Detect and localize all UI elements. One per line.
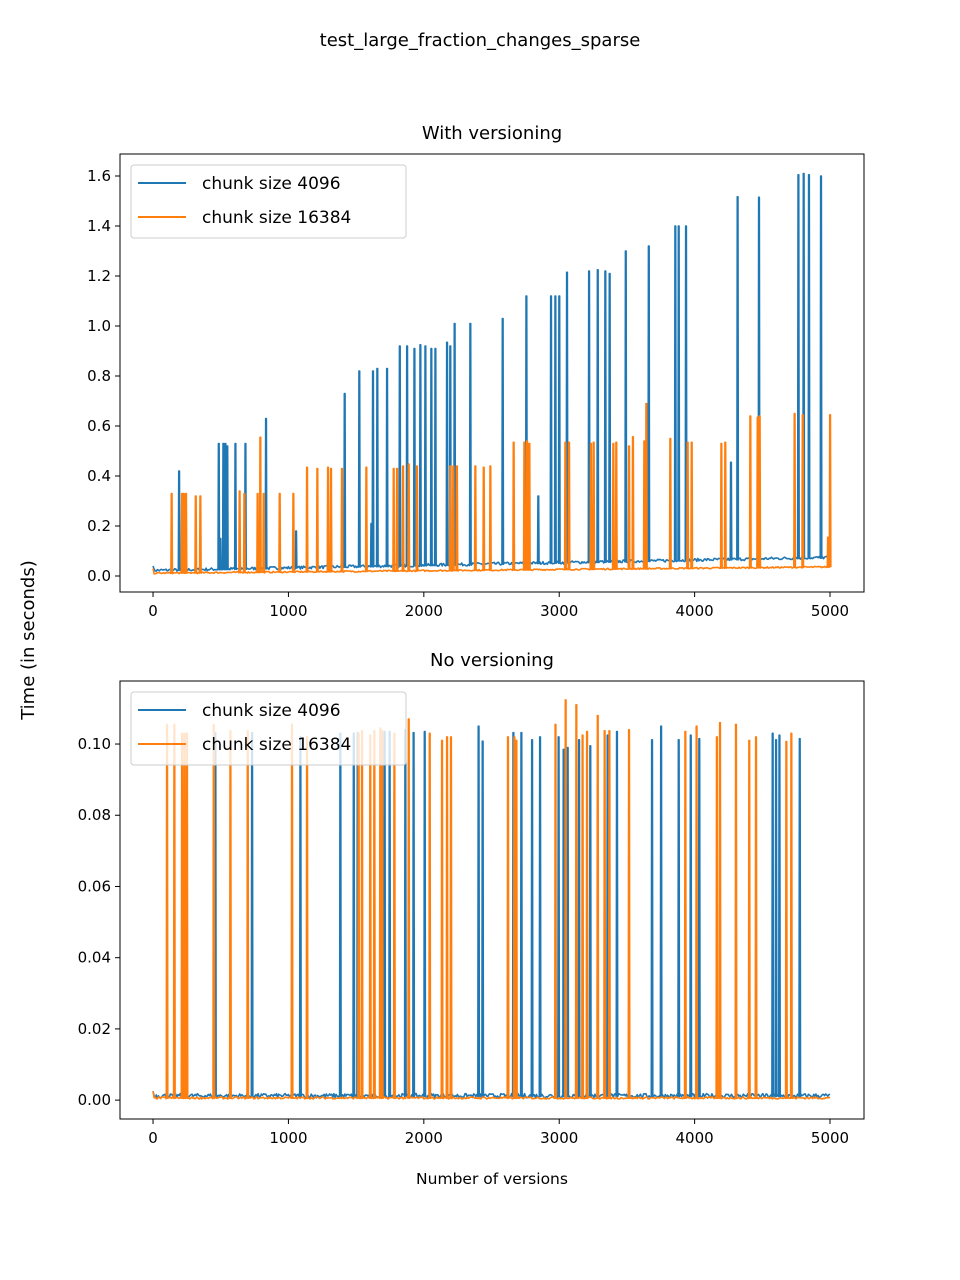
y-tick-label: 1.4 — [87, 217, 111, 235]
subplot-no-versioning: No versioning Number of versions 0 1000 20… — [78, 650, 865, 1188]
x-tick-label: 2000 — [405, 1129, 443, 1147]
y-tick-label: 1.0 — [87, 317, 111, 335]
y-tick-label: 1.2 — [87, 267, 111, 285]
y-tick-label: 0.6 — [87, 417, 111, 435]
legend — [130, 691, 407, 766]
x-tick-label: 1000 — [269, 602, 307, 620]
legend — [130, 164, 407, 239]
x-tick-label: 0 — [148, 1129, 158, 1147]
x-axis-label: Number of versions — [416, 1170, 568, 1188]
x-tick-label: 2000 — [405, 602, 443, 620]
y-tick-label: 0.4 — [87, 467, 111, 485]
x-tick-label: 1000 — [269, 1129, 307, 1147]
y-tick-label: 0.8 — [87, 367, 111, 385]
x-tick-label: 4000 — [676, 602, 714, 620]
legend-label: chunk size 16384 — [202, 735, 351, 755]
subplot-title: No versioning — [430, 650, 554, 671]
x-tick-label: 3000 — [540, 1129, 578, 1147]
y-tick-label: 0.08 — [78, 806, 111, 824]
y-tick-label: 0.10 — [78, 735, 111, 753]
figure-title: test_large_fraction_changes_sparse — [320, 30, 641, 51]
y-tick-label: 0.0 — [87, 567, 111, 585]
y-tick-label: 0.00 — [78, 1091, 111, 1109]
x-tick-label: 0 — [148, 602, 158, 620]
legend-label: chunk size 4096 — [202, 701, 341, 721]
subplot-title: With versioning — [422, 123, 562, 144]
x-tick-label: 5000 — [811, 1129, 849, 1147]
y-tick-label: 0.02 — [78, 1020, 111, 1038]
x-tick-label: 4000 — [676, 1129, 714, 1147]
x-tick-label: 5000 — [811, 602, 849, 620]
x-tick-label: 3000 — [540, 602, 578, 620]
axes-frame — [119, 153, 865, 593]
series-line-chunk-16384 — [152, 699, 831, 1100]
y-tick-label: 0.2 — [87, 517, 111, 535]
series-line-chunk-16384 — [152, 402, 832, 575]
y-tick-label: 0.06 — [78, 877, 111, 895]
axes-frame — [119, 680, 865, 1120]
legend-label: chunk size 16384 — [202, 208, 351, 228]
y-axis-label: Time (in seconds) — [18, 560, 39, 721]
y-tick-label: 1.6 — [87, 167, 111, 185]
legend-label: chunk size 4096 — [202, 174, 341, 194]
subplot-with-versioning: With versioning 0 1000 2000 3000 4000 5000 0.0… — [87, 123, 865, 620]
y-tick-label: 0.04 — [78, 949, 111, 967]
